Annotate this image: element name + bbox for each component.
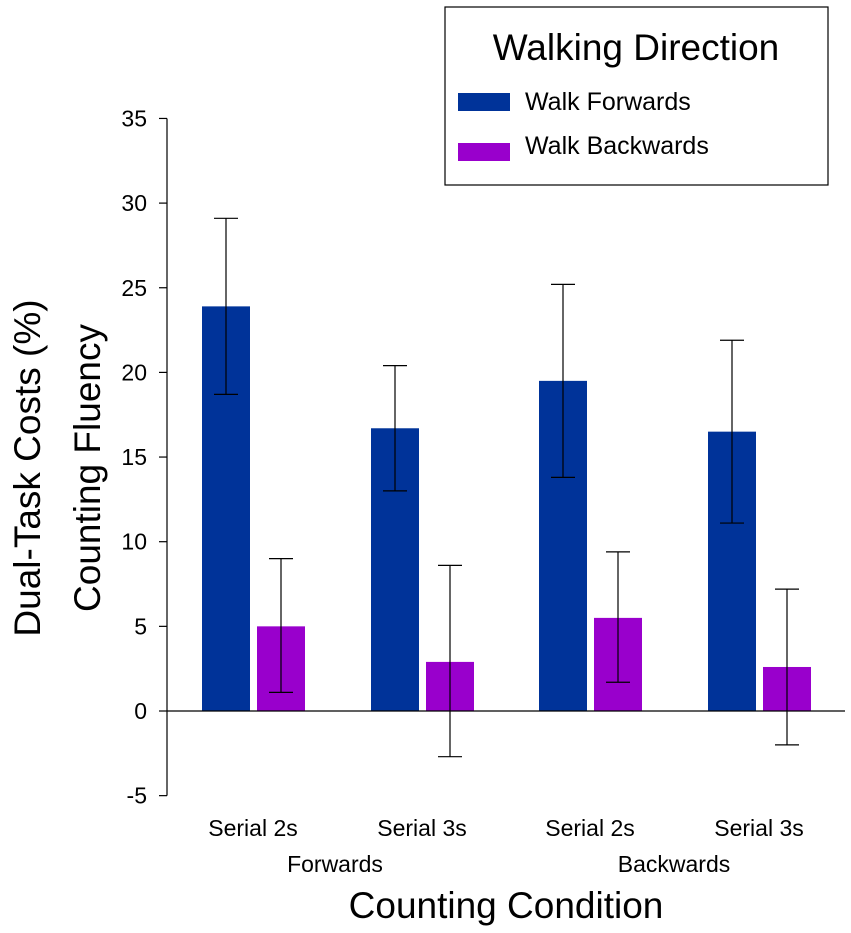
y-tick-label: 20 [121, 359, 147, 385]
category-label: Serial 2s [208, 815, 297, 841]
legend-swatch-walk-backwards [458, 143, 510, 161]
category-label: Serial 3s [377, 815, 466, 841]
y-tick-label: 10 [121, 529, 147, 555]
axis-layer: 35 30 25 20 15 10 5 0 -5 Serial 2s Serial 3s Serial… [121, 105, 845, 841]
legend: Walking Direction Walk Forwards Walk Bac… [444, 6, 829, 186]
legend-label-walk-backwards: Walk Backwards [525, 132, 709, 160]
x-axis-title: Counting Condition [349, 885, 664, 926]
category-label: Serial 2s [545, 815, 634, 841]
legend-title: Walking Direction [493, 27, 780, 68]
y-tick-label: -5 [127, 783, 147, 809]
y-tick-label: 5 [134, 613, 147, 639]
y-tick-label: 35 [121, 105, 147, 131]
y-axis-title-line1: Dual-Task Costs (%) [7, 299, 48, 636]
y-tick-label: 0 [134, 698, 147, 724]
y-tick-label: 15 [121, 444, 147, 470]
y-tick-label: 30 [121, 190, 147, 216]
legend-label-walk-forwards: Walk Forwards [525, 88, 691, 116]
group-label-backwards: Backwards [618, 851, 730, 877]
y-axis-title-line2: Counting Fluency [67, 324, 108, 612]
legend-swatch-walk-forwards [458, 93, 510, 111]
y-tick-label: 25 [121, 275, 147, 301]
bars-layer [202, 306, 811, 711]
category-label: Serial 3s [714, 815, 803, 841]
group-label-forwards: Forwards [287, 851, 383, 877]
error-bars-layer [214, 217, 799, 758]
